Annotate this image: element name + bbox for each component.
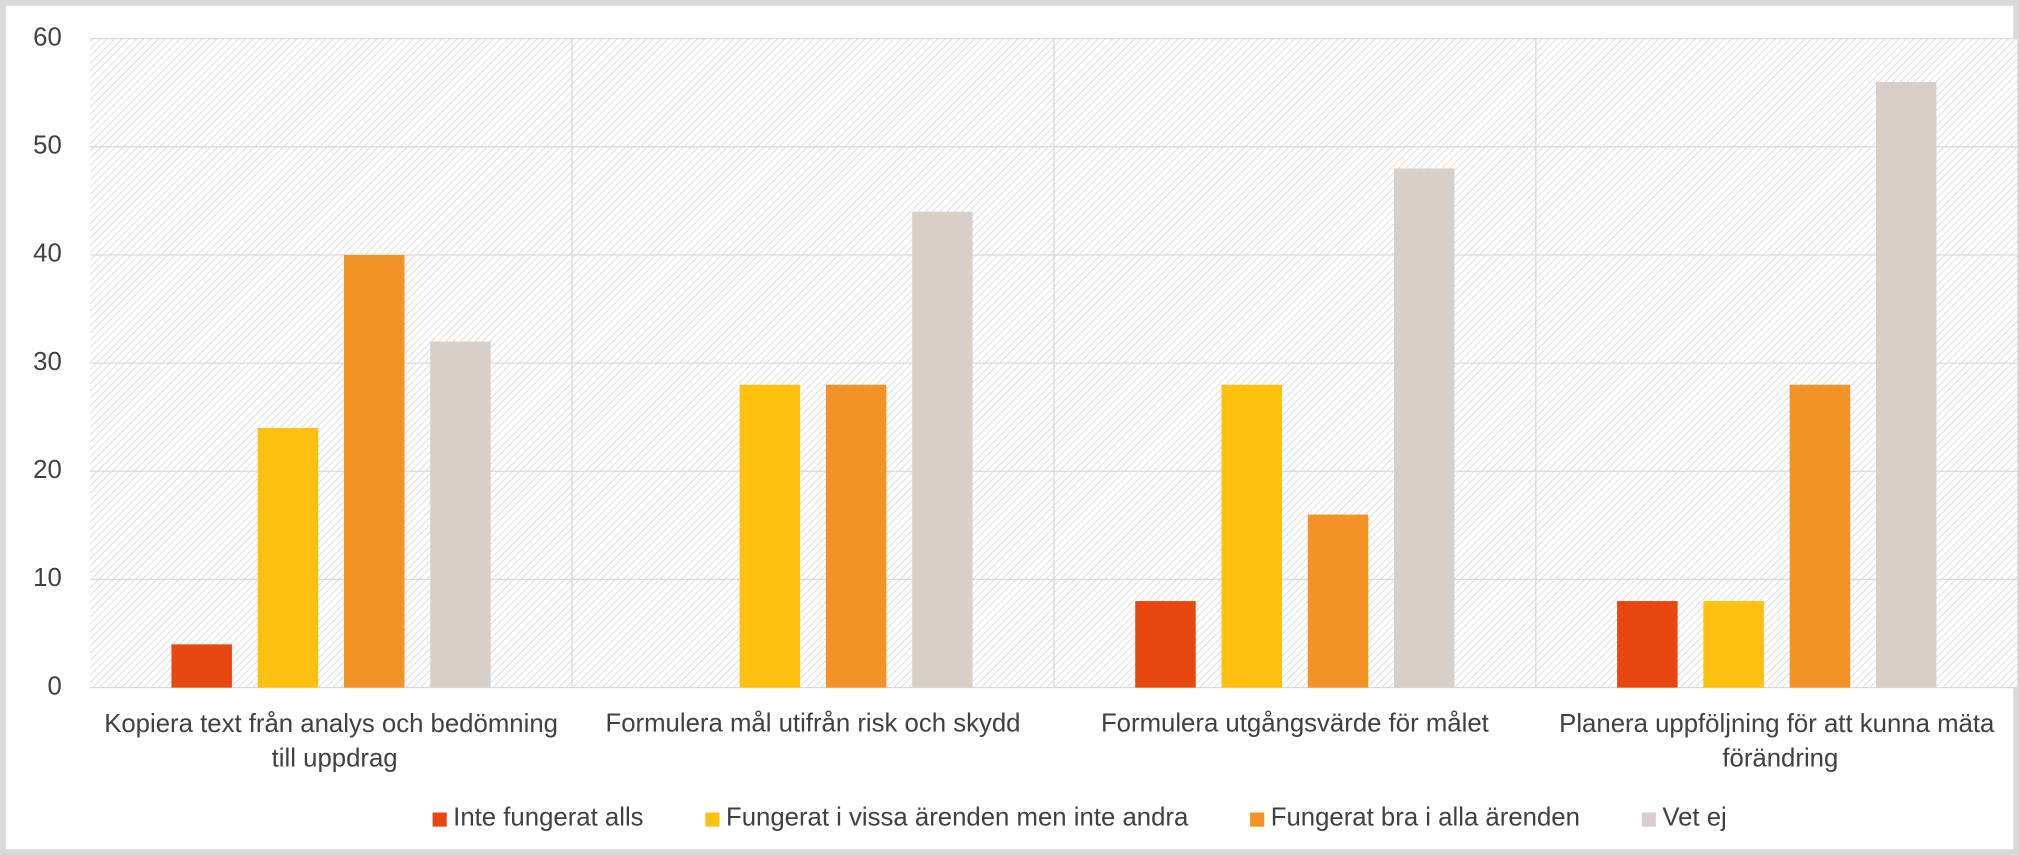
legend-label: Vet ej [1662,804,1726,832]
bar [430,341,491,688]
bar [1703,601,1764,688]
bar [912,211,973,688]
bar [739,384,801,688]
bar [1135,601,1196,688]
bar [1221,384,1282,688]
legend-label: Inte fungerat alls [453,804,643,832]
x-tick-label: Kopiera text från analys och bedömning t… [104,710,558,773]
legend-label: Fungerat bra i alla ärenden [1271,804,1580,832]
bar [1789,384,1851,688]
bar [1875,81,1937,688]
bar [1394,168,1455,688]
bar [171,644,232,688]
legend-swatch [432,812,447,827]
bar [1617,601,1678,688]
legend-swatch [1250,812,1265,827]
x-tick-label: Formulera mål utifrån risk och skydd [605,710,1020,738]
legend-label: Fungerat i vissa ärenden men inte andra [726,804,1189,832]
x-tick-label: Planera uppföljning för att kunna mäta f… [1559,710,1995,773]
y-tick-label: 30 [33,348,62,376]
y-tick-label: 60 [33,23,62,51]
y-tick-label: 10 [33,564,62,592]
y-tick-label: 40 [33,240,62,268]
x-tick-label: Formulera utgångsvärde för målet [1101,710,1489,738]
bar [343,254,405,688]
legend-swatch [705,812,720,827]
bar [257,428,319,688]
y-tick-label: 20 [33,456,62,484]
bar [1307,514,1369,688]
legend-swatch [1641,812,1656,827]
y-tick-label: 0 [47,672,61,700]
bar [825,384,887,688]
y-tick-label: 50 [33,132,62,160]
